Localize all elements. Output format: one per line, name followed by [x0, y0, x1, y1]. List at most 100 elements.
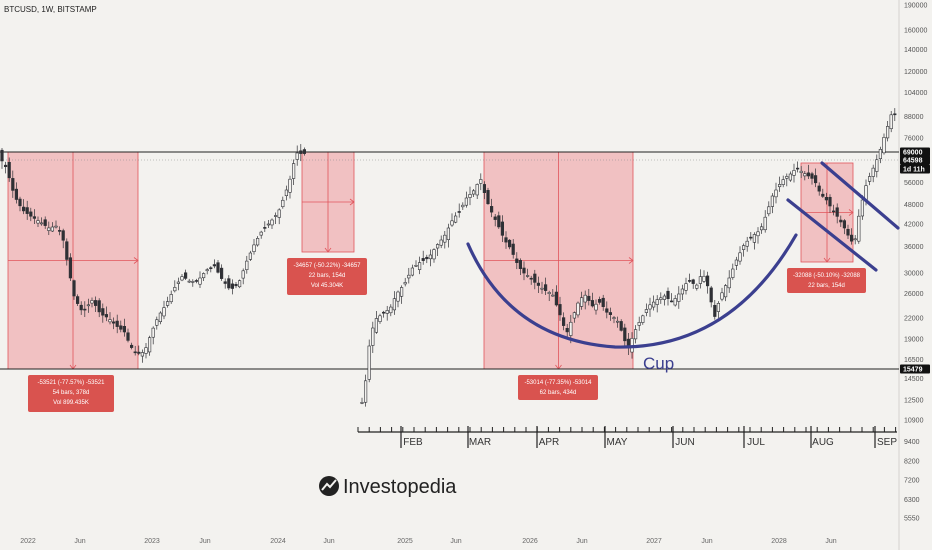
x-tick-label: 2026 — [522, 538, 538, 545]
candle — [36, 216, 40, 228]
candle-up-body — [86, 304, 90, 307]
candle — [360, 397, 364, 405]
candle-up-body — [792, 170, 796, 176]
y-tick-label: 9400 — [904, 439, 920, 446]
candle-up-body — [443, 234, 447, 243]
candle-down-body — [421, 258, 425, 261]
candle-down-body — [7, 161, 11, 179]
candle — [140, 349, 145, 363]
candle — [255, 236, 260, 247]
candle-down-body — [893, 113, 897, 116]
candle-up-body — [716, 303, 720, 312]
candle — [374, 311, 379, 334]
candle — [601, 294, 605, 311]
candle-down-body — [507, 239, 512, 248]
candle-up-body — [108, 319, 112, 323]
price-tag-label: 1d 11h — [903, 167, 925, 174]
candle-up-body — [205, 269, 209, 272]
candle — [849, 228, 854, 245]
candle — [266, 219, 271, 229]
candle — [752, 232, 756, 250]
candle — [702, 270, 706, 284]
measure-arrow-down — [823, 257, 831, 263]
candle-down-body — [601, 297, 605, 307]
candle-up-body — [270, 219, 274, 226]
candle-up-body — [428, 254, 433, 260]
candle-down-body — [666, 290, 670, 300]
candle — [846, 224, 850, 239]
candle-up-body — [389, 306, 393, 314]
candle-up-body — [576, 302, 580, 316]
candle — [785, 173, 789, 187]
candle — [871, 164, 875, 183]
candle-up-body — [363, 380, 368, 403]
candle — [79, 301, 83, 315]
y-tick-label: 19000 — [904, 337, 924, 344]
candle — [792, 163, 796, 183]
candle-up-body — [885, 126, 890, 139]
candle-down-body — [137, 351, 141, 354]
watermark: Investopedia — [319, 476, 457, 498]
candle-down-body — [536, 282, 540, 286]
candle-up-body — [648, 304, 652, 310]
candle — [612, 316, 616, 324]
candle — [259, 230, 263, 239]
candle-up-body — [637, 322, 641, 326]
candle-down-body — [21, 206, 26, 212]
candle — [774, 182, 778, 204]
candle-up-body — [633, 329, 638, 340]
candle — [515, 252, 519, 270]
candle — [806, 164, 810, 180]
candle-up-body — [162, 307, 166, 317]
candle-down-body — [425, 256, 429, 260]
candle-up-body — [684, 283, 688, 291]
candle — [270, 218, 274, 230]
candle — [414, 260, 418, 267]
candle — [579, 291, 584, 310]
candle-down-body — [846, 228, 850, 236]
candle-down-body — [43, 219, 47, 226]
candle-up-body — [471, 190, 476, 195]
candle-up-body — [450, 220, 454, 226]
candle — [749, 232, 753, 241]
candle — [824, 192, 828, 205]
candle — [212, 259, 217, 269]
candle — [381, 310, 386, 318]
candle-up-body — [882, 137, 886, 154]
candle-up-body — [148, 337, 152, 353]
candle-down-body — [623, 327, 627, 342]
candle-up-body — [767, 206, 771, 215]
candle — [587, 288, 591, 306]
inset-tick-label: JUN — [675, 437, 694, 448]
candle-up-body — [248, 252, 253, 260]
candle-down-body — [831, 210, 836, 213]
x-tick-label: 2023 — [144, 538, 160, 545]
candle-up-body — [641, 315, 645, 323]
candle — [14, 182, 18, 204]
candle — [810, 171, 814, 185]
candle-up-body — [572, 312, 576, 319]
price-tag-box — [900, 164, 930, 174]
candle — [245, 255, 249, 274]
candle-up-body — [569, 321, 573, 336]
candle — [889, 111, 893, 133]
y-tick-label: 140000 — [904, 47, 927, 54]
candle-up-body — [241, 270, 245, 279]
measure-label-line: 54 bars, 378d — [53, 390, 90, 396]
candle-up-body — [399, 287, 404, 297]
candle-up-body — [860, 199, 864, 217]
candle-up-body — [50, 226, 54, 232]
measure-arrow-right — [133, 257, 139, 264]
candle — [94, 296, 98, 312]
candle — [137, 345, 141, 356]
candle-up-body — [90, 300, 94, 304]
candle-up-body — [173, 287, 177, 292]
measure-arrow-right — [349, 198, 355, 206]
y-tick-label: 30000 — [904, 270, 924, 277]
candle-down-body — [32, 216, 36, 219]
candle — [284, 185, 289, 201]
candle — [641, 314, 645, 325]
candle — [7, 157, 11, 182]
candle-up-body — [803, 173, 807, 177]
